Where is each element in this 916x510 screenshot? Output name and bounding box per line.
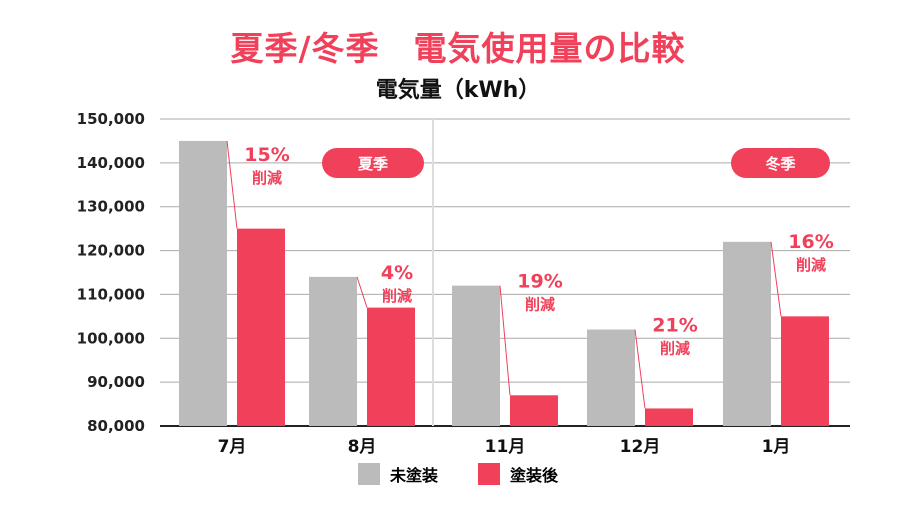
reduction-percent: 16%	[788, 231, 833, 253]
bar-unpainted	[723, 241, 771, 426]
season-badge	[731, 148, 830, 178]
legend-label: 塗装後	[510, 466, 559, 485]
reduction-percent: 21%	[652, 315, 697, 337]
y-tick-label: 150,000	[77, 110, 145, 128]
y-axis-label: 電気量（kWh）	[375, 78, 541, 103]
legend-label: 未塗装	[389, 466, 438, 485]
bar-painted	[367, 307, 415, 426]
reduction-percent: 19%	[517, 271, 562, 293]
season-badge-label: 冬季	[765, 155, 795, 173]
bar-painted	[237, 228, 285, 426]
reduction-connector	[499, 285, 511, 396]
legend-item-painted: 塗装後	[478, 462, 558, 486]
x-tick-label: 12月	[620, 437, 661, 457]
legend: 未塗装 塗装後	[0, 462, 916, 486]
y-tick-label: 120,000	[77, 242, 145, 260]
bar-unpainted	[452, 285, 500, 426]
chart-title: 夏季/冬季 電気使用量の比較	[230, 29, 686, 68]
x-tick-label: 11月	[485, 437, 526, 457]
bar-painted	[510, 395, 558, 426]
reduction-label: 削減	[525, 296, 555, 314]
reduction-percent: 15%	[244, 144, 289, 166]
reduction-connector	[226, 140, 238, 229]
y-tick-label: 110,000	[77, 285, 145, 303]
bar-unpainted	[179, 140, 227, 426]
y-tick-label: 90,000	[87, 373, 145, 391]
bar-unpainted	[587, 329, 635, 426]
x-tick-label: 7月	[218, 437, 247, 457]
bar-painted	[781, 316, 829, 426]
x-tick-label: 8月	[348, 437, 377, 457]
y-tick-label: 80,000	[87, 417, 145, 435]
legend-swatch	[357, 463, 380, 485]
y-tick-label: 100,000	[77, 329, 145, 347]
reduction-label: 削減	[796, 256, 826, 274]
legend-item-unpainted: 未塗装	[357, 462, 438, 486]
reduction-label: 削減	[252, 169, 282, 187]
reduction-percent: 4%	[381, 262, 413, 284]
x-tick-label: 1月	[762, 437, 791, 457]
reduction-connector	[356, 276, 368, 308]
season-badge	[322, 148, 424, 178]
bar-painted	[645, 408, 693, 426]
reduction-label: 削減	[660, 340, 690, 358]
reduction-connector	[634, 329, 646, 409]
y-tick-label: 140,000	[77, 154, 145, 172]
season-badge-label: 夏季	[357, 155, 388, 173]
bar-unpainted	[309, 276, 357, 426]
legend-swatch	[478, 463, 500, 485]
reduction-connector	[770, 241, 782, 317]
y-tick-label: 130,000	[77, 198, 145, 216]
reduction-label: 削減	[382, 287, 412, 305]
